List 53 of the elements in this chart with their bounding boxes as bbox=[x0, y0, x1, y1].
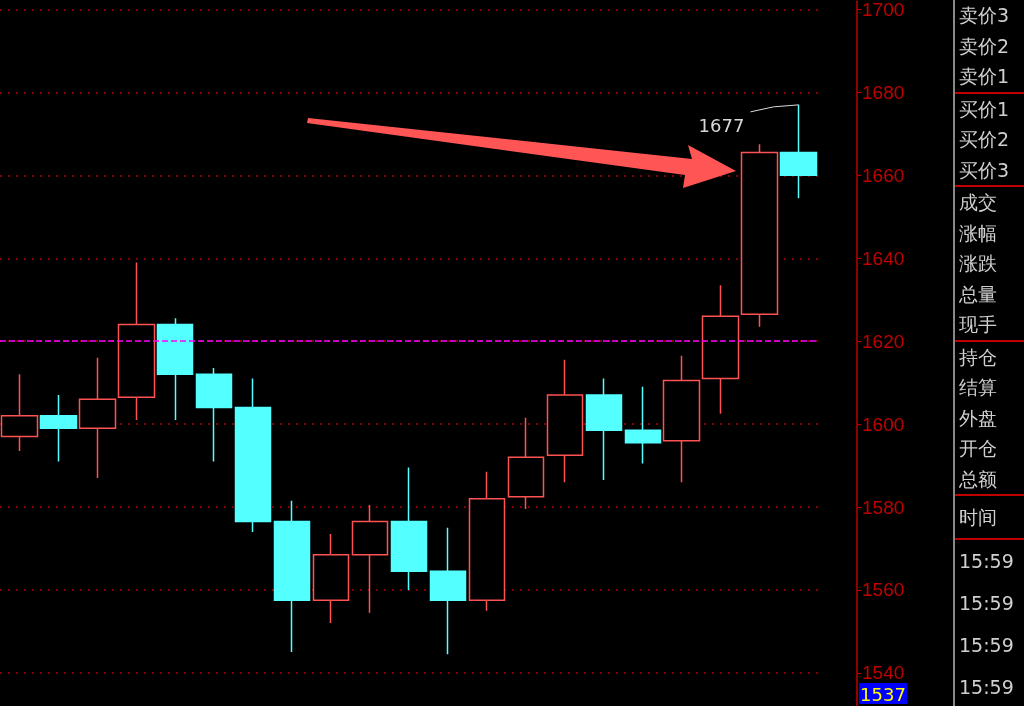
y-tick-label: 1540 bbox=[862, 662, 905, 684]
candlestick bbox=[546, 359, 584, 483]
text: 1537 bbox=[860, 683, 906, 705]
candlestick bbox=[234, 377, 272, 533]
text: 15:59 bbox=[958, 675, 1015, 700]
text: 15:59 bbox=[958, 633, 1015, 658]
y-tick-label: 1600 bbox=[862, 413, 905, 435]
y-tick-label: 1680 bbox=[862, 81, 905, 103]
y-tick-label: 1560 bbox=[862, 579, 905, 601]
text: 涨幅 bbox=[958, 220, 998, 246]
y-tick-label: 1620 bbox=[862, 330, 905, 352]
text: 卖价3 bbox=[958, 3, 1011, 28]
candlestick bbox=[390, 466, 428, 591]
text: 时间 bbox=[955, 494, 1024, 538]
candlestick bbox=[662, 354, 701, 483]
candlestick bbox=[624, 386, 662, 465]
candlestick bbox=[273, 500, 311, 653]
text: 买价3 bbox=[958, 157, 1011, 183]
y-tick-label: 1640 bbox=[862, 247, 905, 269]
y-tick-label: 1580 bbox=[862, 496, 905, 518]
text: 涨跌 bbox=[958, 251, 998, 276]
candlestick bbox=[779, 104, 818, 199]
candlestick bbox=[740, 143, 779, 328]
candlestick bbox=[312, 533, 350, 624]
text: 15:59 bbox=[955, 538, 1024, 582]
text: 开仓 bbox=[958, 436, 998, 461]
candlestick bbox=[78, 357, 117, 479]
text: 卖价1 bbox=[958, 64, 1011, 89]
text: 15:59 bbox=[958, 591, 1015, 616]
annotation: 1677 bbox=[698, 115, 745, 137]
text: 总额 bbox=[958, 466, 998, 492]
candlestick bbox=[0, 373, 39, 452]
candlestick bbox=[585, 377, 623, 481]
candlestick bbox=[507, 417, 545, 510]
text: 持仓 bbox=[955, 339, 1024, 372]
text: 卖价2 bbox=[958, 33, 1011, 59]
text: 现手 bbox=[958, 312, 998, 337]
y-tick-label: 1700 bbox=[862, 0, 905, 20]
candlestick bbox=[701, 284, 740, 415]
text: 总量 bbox=[958, 281, 998, 307]
candlestick bbox=[156, 317, 194, 421]
text: 外盘 bbox=[958, 405, 998, 431]
candlestick bbox=[468, 471, 506, 612]
text: 结算 bbox=[958, 375, 998, 400]
text: 成交 bbox=[955, 185, 1024, 218]
text: 买价2 bbox=[958, 127, 1011, 152]
candlestick bbox=[351, 504, 389, 614]
candlestick bbox=[39, 394, 78, 463]
candlestick bbox=[429, 526, 467, 655]
candlestick bbox=[117, 261, 156, 421]
y-tick-label: 1660 bbox=[862, 164, 905, 186]
text: 买价1 bbox=[955, 91, 1024, 124]
candlestick bbox=[195, 367, 233, 463]
